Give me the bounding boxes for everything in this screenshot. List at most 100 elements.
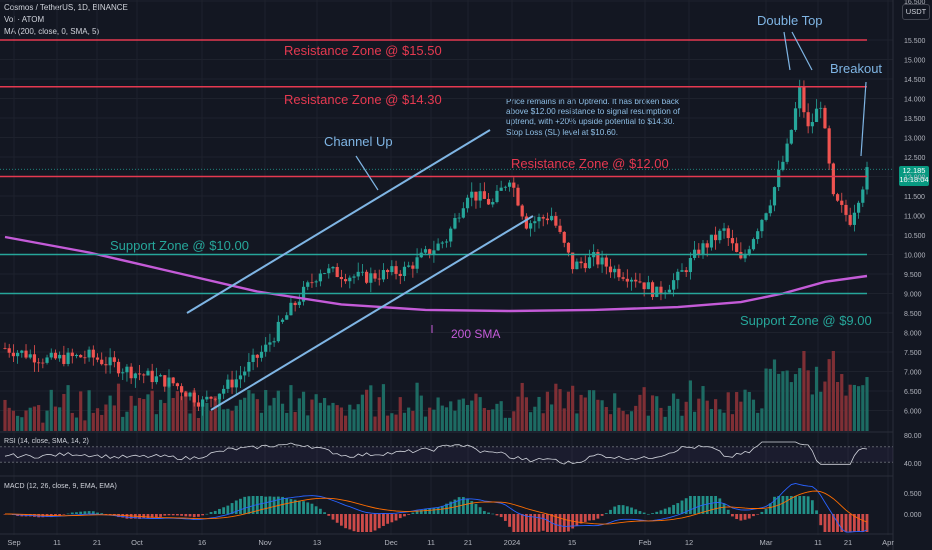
volume-bar bbox=[53, 406, 58, 431]
macd-histogram-bar bbox=[546, 514, 549, 532]
candle-body bbox=[751, 239, 756, 250]
macd-histogram-bar bbox=[466, 498, 469, 514]
volume-bar bbox=[411, 410, 415, 431]
macd-histogram-bar bbox=[731, 514, 734, 517]
macd-histogram-bar bbox=[373, 514, 377, 531]
candle-body bbox=[373, 273, 377, 279]
candle-body bbox=[272, 341, 276, 343]
volume-bar bbox=[461, 398, 465, 431]
volume-bar bbox=[722, 412, 726, 431]
candle-body bbox=[730, 238, 735, 244]
macd-histogram-bar bbox=[672, 504, 675, 514]
volume-bar bbox=[201, 405, 205, 431]
x-tick-label: 15 bbox=[568, 538, 576, 547]
candle-body bbox=[381, 270, 386, 280]
volume-bar bbox=[428, 407, 432, 431]
volume-bar bbox=[150, 390, 154, 431]
candle-body bbox=[314, 281, 318, 283]
volume-bar bbox=[575, 413, 579, 431]
macd-histogram-bar bbox=[255, 496, 259, 514]
volume-bar bbox=[823, 381, 827, 431]
volume-bar bbox=[507, 417, 512, 431]
macd-histogram-bar bbox=[377, 514, 381, 529]
macd-histogram-bar bbox=[798, 496, 802, 514]
candle-body bbox=[112, 357, 116, 362]
volume-bar bbox=[112, 405, 116, 431]
candle-body bbox=[474, 191, 478, 201]
candle-body bbox=[701, 243, 705, 256]
y-tick-label: 7.000 bbox=[904, 370, 922, 377]
macd-histogram-bar bbox=[104, 514, 108, 515]
volume-bar bbox=[213, 396, 217, 431]
candle-body bbox=[104, 364, 108, 366]
macd-histogram-bar bbox=[840, 514, 844, 532]
volume-bar bbox=[819, 391, 823, 431]
candle-body bbox=[550, 216, 554, 221]
y-tick-label: 10.000 bbox=[904, 253, 926, 260]
volume-bar bbox=[348, 404, 352, 431]
volume-bar bbox=[781, 371, 785, 431]
volume-bar bbox=[482, 408, 486, 431]
volume-bar bbox=[718, 409, 722, 431]
x-tick-label: 11 bbox=[427, 538, 435, 547]
volume-bar bbox=[659, 407, 663, 431]
candle-body bbox=[201, 399, 205, 407]
volume-bar bbox=[701, 386, 705, 431]
macd-histogram-bar bbox=[688, 496, 692, 514]
volume-bar bbox=[499, 401, 503, 431]
macd-histogram-bar bbox=[743, 514, 747, 520]
macd-histogram-bar bbox=[705, 496, 709, 514]
last-price-value: 12.185 bbox=[902, 166, 926, 175]
volume-bar bbox=[381, 384, 386, 431]
candle-body bbox=[66, 352, 70, 364]
candle-body bbox=[440, 242, 444, 244]
candle-body bbox=[352, 276, 356, 278]
volume-bar bbox=[243, 397, 247, 431]
macd-histogram-bar bbox=[398, 514, 402, 519]
candle-body bbox=[230, 379, 234, 388]
volume-bar bbox=[423, 416, 428, 431]
candle-body bbox=[718, 230, 722, 241]
volume-bar bbox=[444, 407, 449, 431]
candle-body bbox=[848, 214, 852, 225]
candle-body bbox=[806, 112, 810, 127]
volume-bar bbox=[760, 408, 764, 431]
candle-body bbox=[798, 86, 802, 109]
volume-bar bbox=[814, 366, 819, 431]
candle-body bbox=[398, 273, 402, 277]
macd-histogram-bar bbox=[348, 514, 352, 530]
volume-bar bbox=[768, 368, 772, 431]
candle-body bbox=[646, 282, 650, 290]
volume-bar bbox=[369, 385, 373, 431]
candle-body bbox=[74, 354, 79, 357]
macd-histogram-bar bbox=[356, 514, 360, 532]
macd-histogram-bar bbox=[365, 514, 369, 532]
macd-histogram-bar bbox=[369, 514, 373, 532]
candle-body bbox=[32, 354, 37, 363]
macd-histogram-bar bbox=[289, 499, 293, 514]
candle-body bbox=[697, 249, 701, 256]
candle-body bbox=[764, 213, 768, 220]
candle-body bbox=[608, 266, 613, 273]
macd-histogram-bar bbox=[268, 496, 272, 514]
macd-histogram-bar bbox=[146, 514, 150, 519]
candle-body bbox=[638, 281, 642, 283]
candle-body bbox=[390, 266, 394, 273]
candle-body bbox=[545, 218, 550, 221]
volume-bar bbox=[188, 413, 192, 431]
candle-body bbox=[318, 273, 322, 282]
candle-body bbox=[335, 266, 339, 277]
macd-histogram-bar bbox=[558, 514, 562, 532]
macd-histogram-bar bbox=[54, 514, 57, 517]
macd-histogram-bar bbox=[525, 514, 528, 532]
candle-body bbox=[579, 261, 583, 264]
macd-histogram-bar bbox=[735, 514, 739, 520]
currency-button[interactable]: USDT bbox=[902, 4, 930, 20]
candle-body bbox=[726, 228, 730, 239]
macd-histogram-bar bbox=[428, 508, 432, 514]
candle-body bbox=[394, 266, 398, 274]
macd-histogram-bar bbox=[794, 496, 797, 514]
macd-histogram-bar bbox=[272, 496, 276, 514]
breakout-arrow bbox=[860, 81, 867, 157]
